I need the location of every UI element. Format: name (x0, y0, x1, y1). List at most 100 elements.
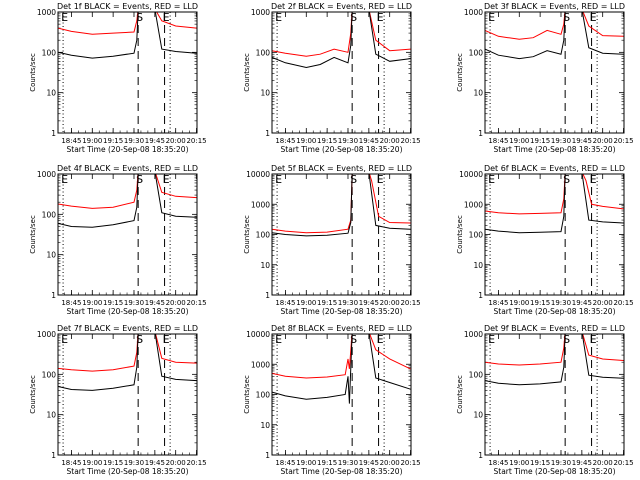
lld-series-line (485, 12, 624, 40)
event-marker-label: E (275, 11, 282, 24)
x-tick-label: 19:00 (509, 299, 529, 307)
x-tick-label: 20:15 (613, 137, 633, 145)
panel-title: Det 9f BLACK = Events, RED = LLD (484, 324, 625, 333)
event-marker-label: E (275, 333, 282, 346)
x-tick-label: 19:15 (103, 137, 123, 145)
y-tick-label: 10 (260, 261, 270, 270)
y-tick-label: 10000 (246, 330, 270, 339)
panel-title: Det 4f BLACK = Events, RED = LLD (57, 164, 198, 173)
x-axis-label: Start Time (20-Sep-08 18:35:20) (494, 467, 616, 476)
x-tick-label: 20:00 (166, 299, 186, 307)
event-marker-label: S (563, 11, 570, 24)
event-marker-label: E (61, 333, 68, 346)
x-axis-label: Start Time (20-Sep-08 18:35:20) (67, 307, 189, 316)
panel-title: Det 6f BLACK = Events, RED = LLD (484, 164, 625, 173)
panel-title: Det 5f BLACK = Events, RED = LLD (271, 164, 412, 173)
x-tick-label: 19:15 (317, 459, 337, 467)
y-axis-label: Counts/sec (29, 215, 37, 254)
y-tick-label: 1000 (251, 200, 270, 209)
x-tick-label: 19:00 (296, 299, 316, 307)
event-marker-label: E (275, 173, 282, 186)
x-axis-label: Start Time (20-Sep-08 18:35:20) (281, 307, 403, 316)
x-tick-label: 19:45 (359, 459, 379, 467)
plot-frame (484, 333, 625, 456)
x-tick-label: 19:45 (359, 299, 379, 307)
y-axis-label: Counts/sec (29, 53, 37, 92)
y-axis-label: Counts/sec (456, 53, 464, 92)
detector-panel: Det 9f BLACK = Events, RED = LLD 1 10 100 10… (456, 324, 634, 476)
y-tick-label: 100 (42, 210, 57, 219)
lld-series-line (58, 334, 197, 372)
x-tick-label: 19:00 (509, 137, 529, 145)
x-tick-label: 19:45 (145, 299, 165, 307)
y-tick-label: 1 (265, 451, 270, 460)
y-axis-label: Counts/sec (456, 215, 464, 254)
event-marker-label: E (488, 173, 495, 186)
x-tick-label: 20:00 (166, 137, 186, 145)
x-tick-label: 20:00 (380, 299, 400, 307)
x-tick-label: 18:45 (275, 137, 295, 145)
y-tick-label: 100 (42, 48, 57, 57)
x-tick-label: 19:30 (338, 459, 358, 467)
x-tick-label: 20:15 (400, 299, 420, 307)
event-marker-label: S (350, 173, 357, 186)
events-series-line (58, 334, 197, 391)
y-tick-label: 100 (469, 231, 484, 240)
x-tick-label: 18:45 (488, 299, 508, 307)
y-tick-label: 100 (469, 370, 484, 379)
y-tick-label: 100 (256, 48, 271, 57)
panel-title: Det 1f BLACK = Events, RED = LLD (57, 2, 198, 11)
events-series-line (58, 12, 197, 59)
x-tick-label: 19:00 (296, 459, 316, 467)
x-tick-label: 19:15 (103, 299, 123, 307)
event-marker-label: E (590, 11, 597, 24)
event-marker-label: E (590, 333, 597, 346)
x-tick-label: 19:15 (530, 459, 550, 467)
detector-panel: Det 8f BLACK = Events, RED = LLD 1 10 100 10… (243, 324, 421, 476)
event-marker-label: E (163, 173, 170, 186)
plot-frame (57, 11, 198, 134)
x-tick-label: 19:00 (82, 299, 102, 307)
detector-panel: Det 6f BLACK = Events, RED = LLD 1 10 100 10… (456, 164, 634, 316)
event-marker-label: S (350, 333, 357, 346)
detector-panel: Det 4f BLACK = Events, RED = LLD 1 10 100 10… (29, 164, 207, 316)
y-tick-label: 100 (256, 231, 271, 240)
x-tick-label: 20:15 (400, 459, 420, 467)
plot-frame (484, 173, 625, 296)
x-tick-label: 20:15 (613, 459, 633, 467)
x-tick-label: 20:00 (593, 459, 613, 467)
events-series-line (485, 174, 624, 234)
x-tick-label: 20:00 (166, 459, 186, 467)
panel-title: Det 3f BLACK = Events, RED = LLD (484, 2, 625, 11)
y-tick-label: 100 (256, 391, 271, 400)
x-axis-label: Start Time (20-Sep-08 18:35:20) (494, 145, 616, 154)
x-tick-label: 19:30 (124, 459, 144, 467)
events-series-line (272, 12, 411, 69)
event-marker-label: E (377, 173, 384, 186)
x-axis-label: Start Time (20-Sep-08 18:35:20) (67, 145, 189, 154)
y-tick-label: 1000 (464, 200, 483, 209)
event-marker-label: S (136, 333, 143, 346)
detector-panel: Det 2f BLACK = Events, RED = LLD 1 10 100 10… (243, 2, 421, 154)
x-tick-label: 19:30 (124, 137, 144, 145)
x-tick-label: 18:45 (61, 299, 81, 307)
x-tick-label: 19:15 (317, 137, 337, 145)
event-marker-label: E (590, 173, 597, 186)
y-tick-label: 1000 (37, 170, 56, 179)
plot-frame (271, 173, 412, 296)
x-tick-label: 19:30 (124, 299, 144, 307)
event-marker-label: S (350, 11, 357, 24)
event-marker-label: S (136, 173, 143, 186)
x-tick-label: 19:15 (530, 137, 550, 145)
y-tick-label: 1 (51, 451, 56, 460)
y-tick-label: 1000 (464, 8, 483, 17)
event-marker-label: E (377, 11, 384, 24)
lld-series-line (272, 174, 411, 234)
x-tick-label: 19:45 (145, 459, 165, 467)
event-marker-label: S (563, 333, 570, 346)
event-marker-label: E (488, 11, 495, 24)
x-tick-label: 19:15 (317, 299, 337, 307)
y-tick-label: 1 (478, 451, 483, 460)
y-tick-label: 1 (265, 291, 270, 300)
event-marker-label: E (163, 11, 170, 24)
